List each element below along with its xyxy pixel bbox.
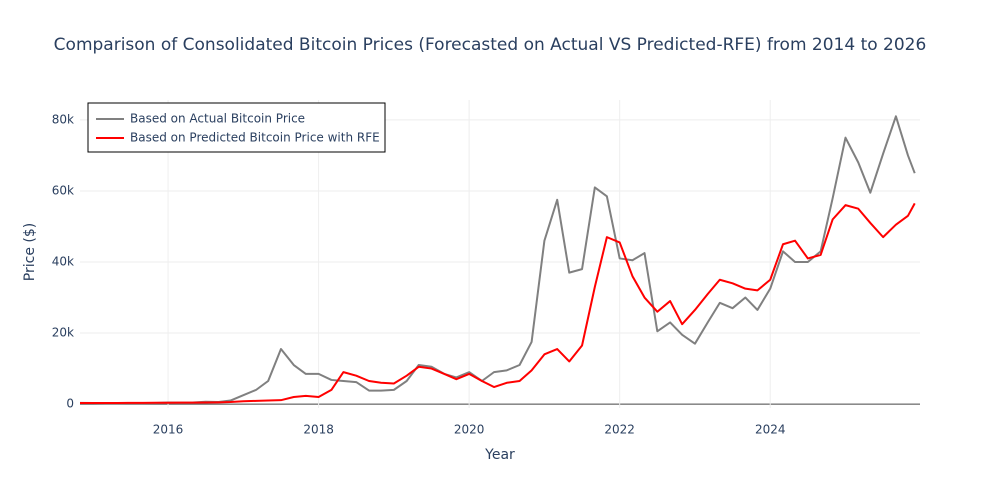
y-tick-label: 0 [66, 397, 74, 411]
legend-label: Based on Actual Bitcoin Price [130, 112, 305, 126]
chart-title: Comparison of Consolidated Bitcoin Price… [54, 35, 927, 55]
legend-label: Based on Predicted Bitcoin Price with RF… [130, 131, 380, 145]
y-tick-label: 40k [52, 254, 74, 268]
x-tick-label: 2018 [303, 423, 334, 437]
x-tick-label: 2020 [454, 423, 485, 437]
x-axis-title: Year [484, 447, 515, 463]
y-tick-label: 60k [52, 183, 74, 197]
y-tick-label: 80k [52, 112, 74, 126]
legend-box [87, 102, 386, 153]
x-tick-label: 2022 [604, 423, 635, 437]
x-tick-label: 2024 [755, 423, 786, 437]
y-tick-label: 20k [52, 326, 74, 340]
line-series [80, 202, 916, 405]
x-tick-label: 2016 [153, 423, 184, 437]
y-axis-title: Price ($) [22, 223, 38, 281]
line-series [79, 115, 916, 405]
